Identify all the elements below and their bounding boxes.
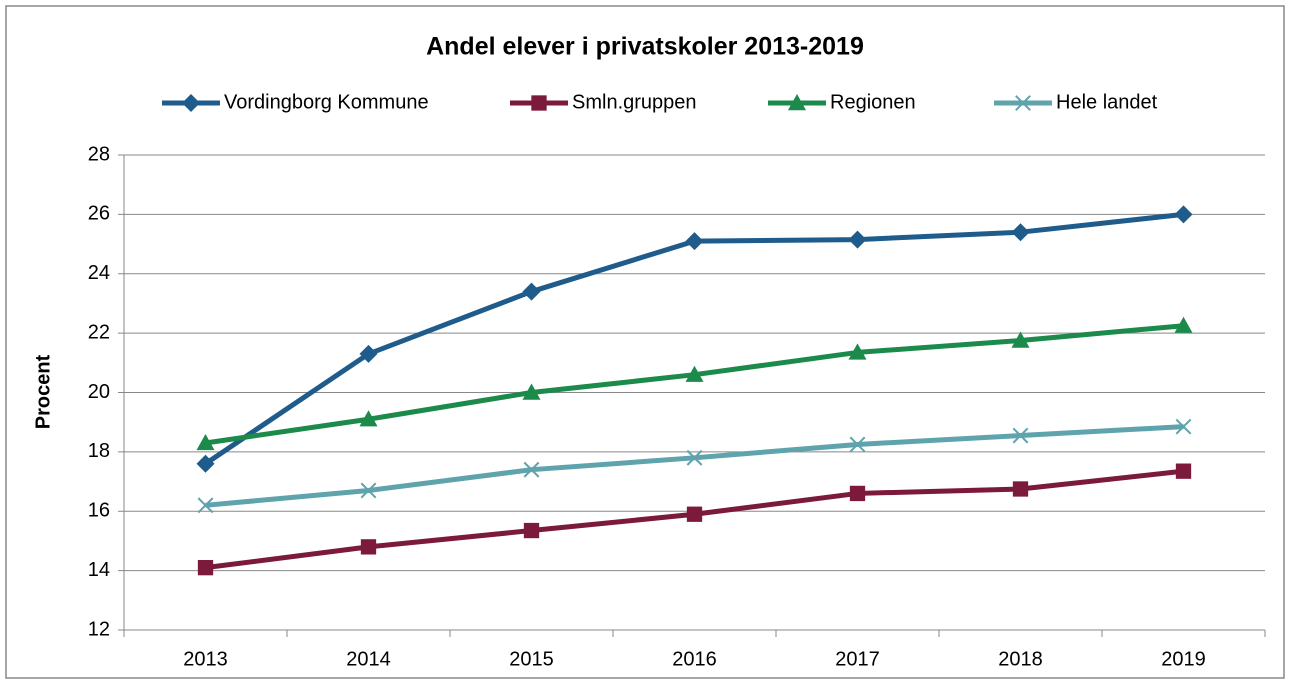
marker [523,461,540,478]
marker [1012,427,1029,444]
marker [686,449,703,466]
marker [196,454,215,473]
marker [531,95,547,111]
x-tick-label: 2016 [672,648,717,670]
marker [196,433,215,451]
marker [360,539,377,555]
y-tick-label: 12 [88,618,110,640]
marker [359,410,378,427]
y-tick-label: 20 [88,381,110,403]
legend-label: Hele landet [1056,91,1158,113]
marker [848,230,867,249]
y-tick-label: 18 [88,440,110,462]
x-tick-label: 2018 [998,648,1043,670]
marker [1011,331,1030,348]
marker [182,94,200,112]
x-tick-label: 2017 [835,648,880,670]
marker [1174,205,1193,224]
y-tick-label: 22 [88,321,110,343]
x-tick-label: 2015 [509,648,554,670]
marker [849,436,866,453]
marker [848,343,867,360]
y-tick-label: 28 [88,143,110,165]
y-tick-label: 14 [88,559,110,581]
marker [788,94,806,111]
legend-label: Smln.gruppen [572,91,697,113]
x-tick-label: 2013 [183,648,228,670]
x-tick-label: 2019 [1161,648,1206,670]
marker [360,482,377,499]
marker [522,383,541,400]
marker [1174,316,1193,333]
marker [523,522,540,539]
legend-label: Regionen [830,91,916,113]
marker [685,232,704,251]
marker [359,344,378,363]
marker [686,506,703,522]
marker [197,560,214,576]
marker [197,497,214,514]
y-tick-label: 16 [88,500,110,522]
marker [1015,95,1031,111]
marker [1175,463,1192,479]
marker [849,485,866,502]
legend-label: Vordingborg Kommune [224,91,429,113]
y-tick-label: 26 [88,203,110,225]
x-tick-label: 2014 [346,648,391,670]
marker [685,365,704,382]
marker [522,282,541,301]
marker [1012,481,1029,497]
y-axis-title: Procent [32,354,54,429]
marker [1011,223,1030,242]
marker [1175,418,1192,435]
y-tick-label: 24 [88,262,110,284]
chart-title: Andel elever i privatskoler 2013-2019 [426,33,864,61]
